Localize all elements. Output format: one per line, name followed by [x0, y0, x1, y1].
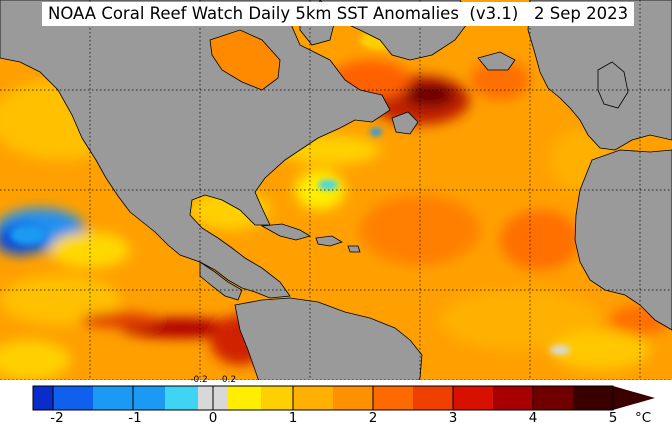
map-title: NOAA Coral Reef Watch Daily 5km SST Anom…	[42, 2, 635, 26]
cb-label-minus-0-2: -0.2	[190, 375, 208, 385]
hudson-bay	[209, 29, 281, 91]
cb-seg-pos15	[293, 386, 333, 410]
cb-seg-neg05	[165, 386, 198, 410]
colorbar	[0, 380, 672, 432]
caribbean-islands	[347, 245, 361, 253]
central-america	[199, 261, 243, 301]
cb-tick-label: 2	[368, 410, 378, 426]
cb-seg-pos45	[533, 386, 573, 410]
cb-tick-label: 4	[528, 410, 538, 426]
cb-tick-label: 3	[448, 410, 458, 426]
cb-seg-pos3	[413, 386, 453, 410]
cb-label-plus-0-2: 0.2	[221, 375, 237, 385]
cb-seg-pos05	[228, 386, 261, 410]
iceland	[477, 51, 516, 71]
africa	[574, 149, 672, 331]
cb-unit-label: °C	[635, 410, 652, 426]
cb-tick-label: 5	[608, 410, 618, 426]
cb-arrow	[613, 386, 655, 410]
newfoundland	[391, 111, 419, 135]
north-america	[0, 0, 391, 299]
cb-seg-neg1a	[93, 386, 133, 410]
cb-tick-label: -2	[50, 410, 64, 426]
cb-seg-neg15	[53, 386, 93, 410]
cb-seg-pos35	[453, 386, 493, 410]
cb-seg-pos5	[573, 386, 613, 410]
cb-tick-label: -1	[128, 410, 142, 426]
cb-seg-pos4	[493, 386, 533, 410]
cb-seg-neg2	[33, 386, 53, 410]
hispaniola	[315, 235, 343, 247]
colorbar-panel	[0, 380, 672, 432]
british-isles	[597, 61, 629, 109]
cb-seg-pos25	[373, 386, 413, 410]
cb-seg-neg1b	[133, 386, 165, 410]
cb-tick-label: 0	[208, 410, 218, 426]
cb-seg-pos2	[333, 386, 373, 410]
cb-tick-label: 1	[288, 410, 298, 426]
cb-seg-pos1	[261, 386, 293, 410]
